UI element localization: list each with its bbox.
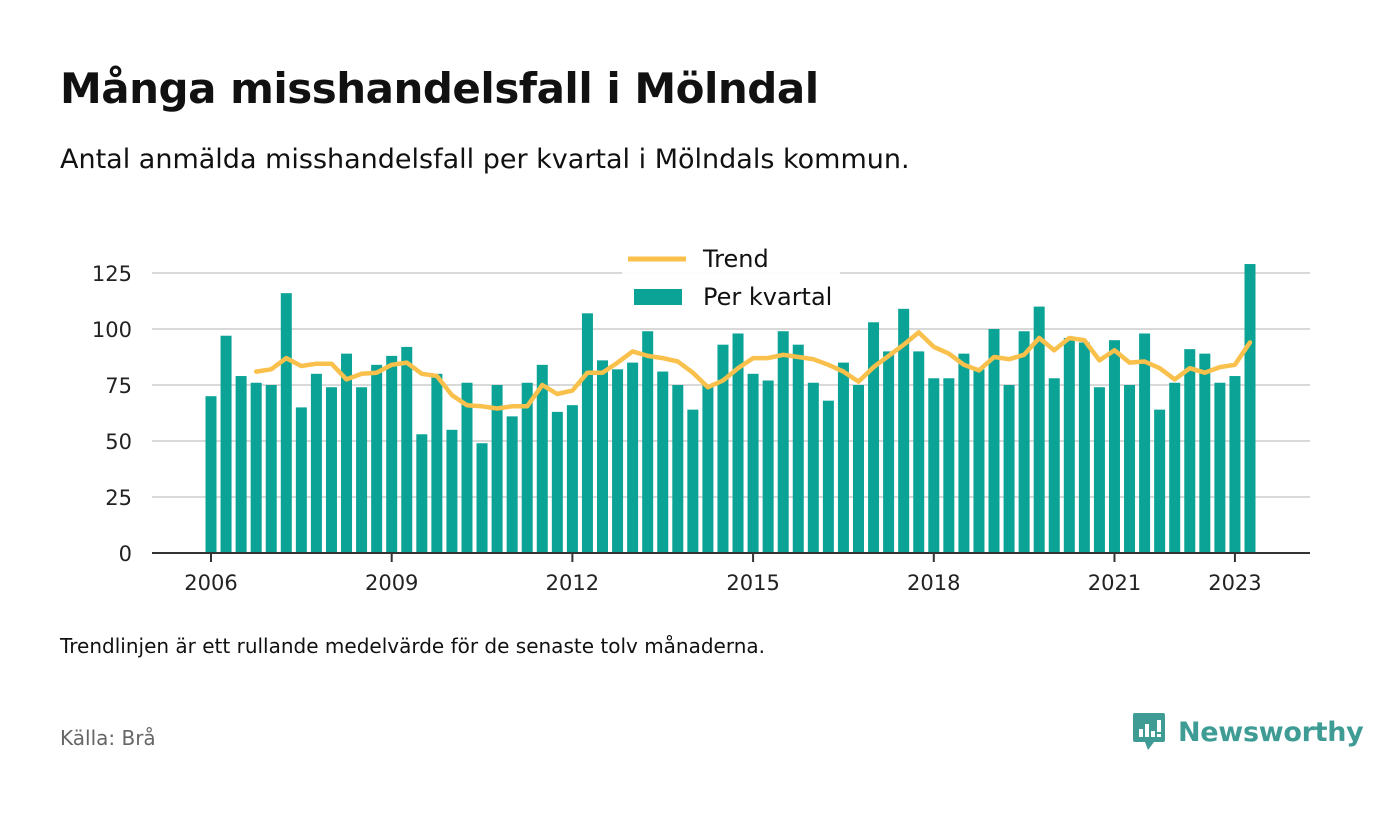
bar [205, 396, 217, 553]
y-tick-label: 100 [92, 318, 132, 342]
y-tick-label: 25 [105, 486, 132, 510]
x-tick-label: 2012 [546, 571, 599, 595]
bar [416, 434, 428, 553]
bar [627, 362, 639, 553]
bar [506, 416, 518, 553]
bar [807, 382, 819, 553]
bar [1184, 349, 1196, 553]
legend-bar-label: Per kvartal [703, 283, 832, 311]
bar [597, 360, 609, 553]
bar [1048, 378, 1060, 553]
bar [642, 331, 654, 553]
bar [341, 353, 353, 553]
bar [310, 373, 322, 553]
x-tick-label: 2021 [1088, 571, 1141, 595]
x-tick-label: 2006 [184, 571, 237, 595]
bars-per-kvartal [205, 264, 1256, 553]
bar [657, 371, 669, 553]
bar [762, 380, 774, 553]
bar [431, 373, 443, 553]
y-tick-label: 125 [92, 262, 132, 286]
x-tick-label: 2009 [365, 571, 418, 595]
bar [612, 369, 624, 553]
bar [672, 385, 684, 553]
bar [973, 369, 985, 553]
bar [1139, 333, 1151, 553]
bar [1063, 337, 1075, 553]
chart-area: 0 25 50 75 100 125 2006 2009 2012 2015 2018 2021 202… [91, 240, 1310, 595]
brand-logo: Newsworthy [1132, 712, 1364, 752]
bar [868, 322, 880, 553]
trend-line [253, 330, 1253, 411]
bar [356, 387, 368, 553]
bar [732, 333, 744, 553]
chart-subtitle: Antal anmälda misshandelsfall per kvarta… [60, 144, 910, 175]
bar [581, 313, 593, 553]
bar [371, 364, 383, 553]
bar [1003, 385, 1015, 553]
brand-name: Newsworthy [1178, 716, 1364, 748]
legend: Trend Per kvartal [622, 240, 840, 316]
bar [521, 382, 533, 553]
bar [1169, 382, 1181, 553]
bar [1229, 376, 1241, 553]
bar [1244, 264, 1256, 553]
bar [958, 353, 970, 553]
bar [476, 443, 488, 553]
bar [1108, 340, 1120, 553]
bar [280, 293, 292, 553]
bar [1018, 331, 1030, 553]
bar [702, 385, 714, 553]
bar [988, 329, 1000, 553]
bar [913, 351, 925, 553]
bar [943, 378, 955, 553]
bar [1214, 382, 1226, 553]
bar [777, 331, 789, 553]
bar [446, 429, 458, 553]
x-tick-label: 2023 [1208, 571, 1261, 595]
trend-series [253, 330, 1253, 411]
bar [1154, 409, 1166, 553]
bar [852, 385, 864, 553]
y-tick-label: 0 [119, 542, 132, 566]
bar [566, 405, 578, 553]
bar [491, 385, 503, 553]
bar [928, 378, 940, 553]
bar [401, 346, 413, 553]
chart-note: Trendlinjen är ett rullande medelvärde f… [60, 634, 766, 658]
bar [883, 351, 895, 553]
bar [822, 400, 834, 553]
bar [747, 373, 759, 553]
bar [220, 335, 232, 553]
bar [536, 364, 548, 553]
bar [295, 407, 307, 553]
chart-title: Många misshandelsfall i Mölndal [60, 64, 819, 113]
bar [1078, 342, 1090, 553]
bar [837, 362, 849, 553]
legend-trend-label: Trend [702, 245, 769, 273]
bar [551, 411, 563, 553]
bar [325, 387, 337, 553]
bar [235, 376, 247, 553]
bar [250, 382, 262, 553]
bar [386, 355, 398, 553]
bar [461, 382, 473, 553]
newsworthy-logo-icon [1133, 713, 1165, 750]
y-tick-label: 75 [105, 374, 132, 398]
bar [1093, 387, 1105, 553]
bar [717, 344, 729, 553]
legend-bar-swatch [634, 289, 682, 305]
bar [898, 308, 910, 553]
x-tick-label: 2015 [726, 571, 779, 595]
source-label: Källa: Brå [60, 726, 156, 750]
bar [1124, 385, 1136, 553]
bar [1033, 306, 1045, 553]
bar [265, 385, 277, 553]
x-tick-label: 2018 [907, 571, 960, 595]
bar [687, 409, 699, 553]
bar [792, 344, 804, 553]
axes: 0 25 50 75 100 125 2006 2009 2012 2015 2018 2021 202… [92, 262, 1310, 595]
bar [1199, 353, 1211, 553]
y-tick-label: 50 [105, 430, 132, 454]
